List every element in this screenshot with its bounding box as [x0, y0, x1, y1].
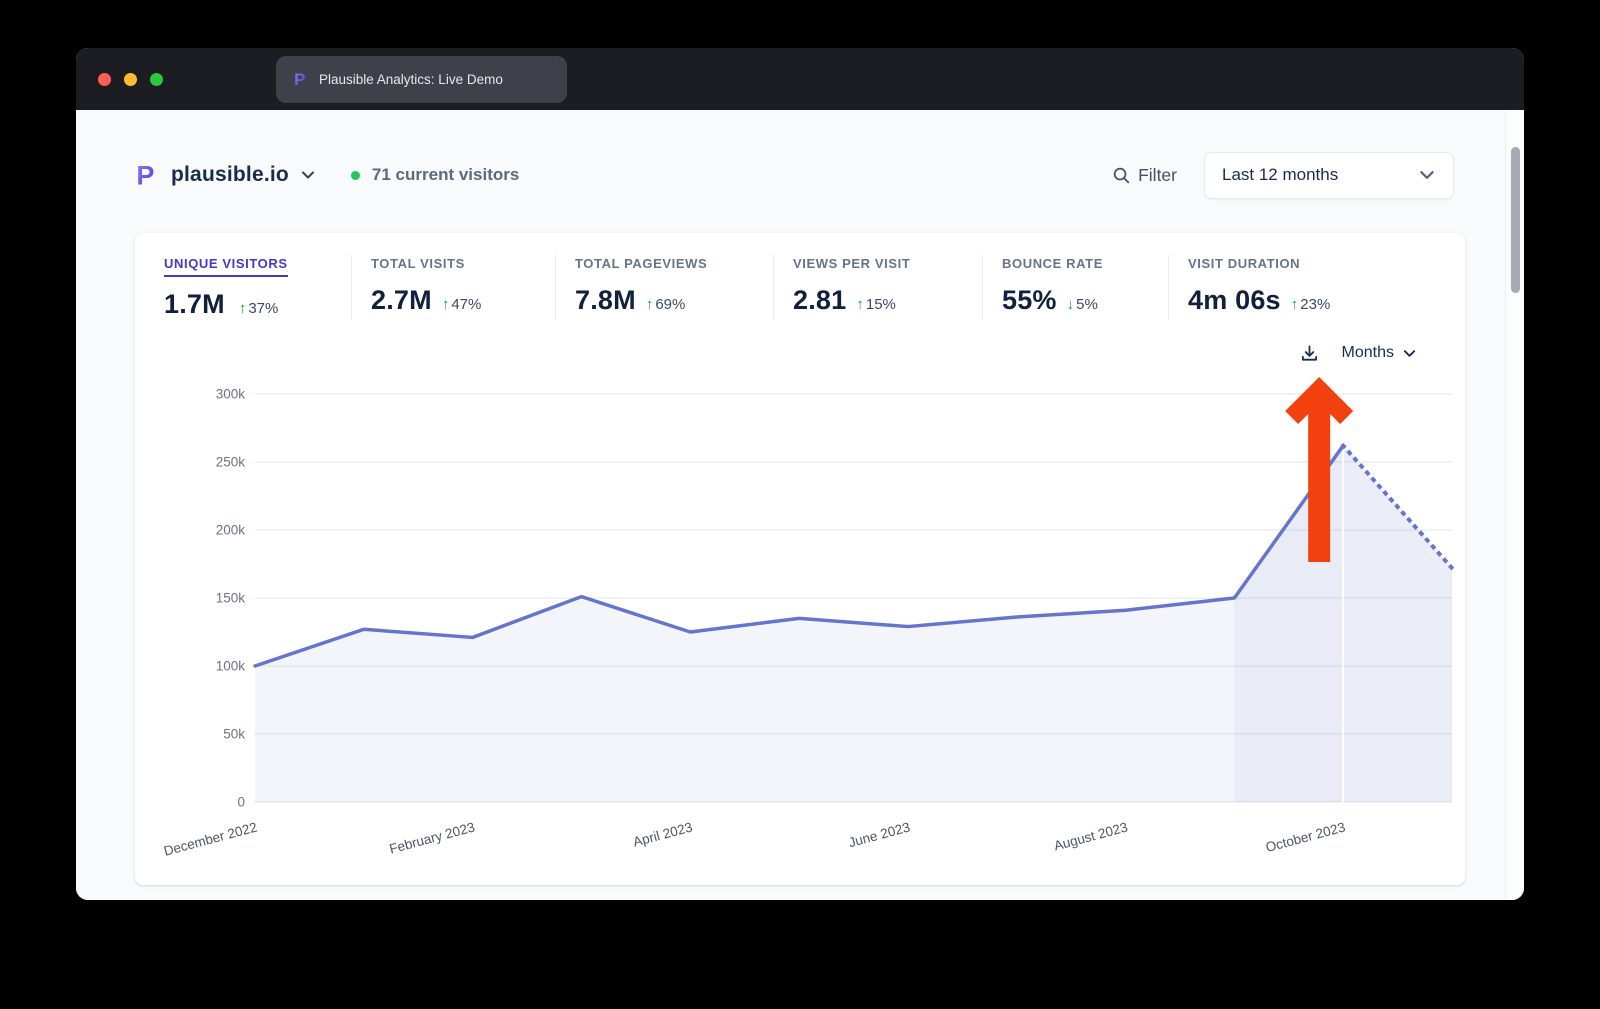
chevron-down-icon [1402, 346, 1417, 361]
stat-total-visits[interactable]: TOTAL VISITS 2.7M ↑ 47% [351, 255, 555, 320]
traffic-lights [98, 73, 163, 86]
y-axis-tick-label: 50k [223, 727, 245, 742]
filter-button[interactable]: Filter [1112, 165, 1177, 186]
red-up-arrow-annotation [1285, 377, 1354, 562]
stat-change: ↑ 15% [856, 296, 896, 313]
x-axis-tick-label: June 2023 [847, 819, 912, 850]
close-window-button[interactable] [98, 73, 111, 86]
interval-label: Months [1341, 344, 1394, 361]
stat-label[interactable]: VISIT DURATION [1188, 256, 1301, 271]
browser-titlebar: P Plausible Analytics: Live Demo [76, 48, 1524, 110]
current-visitors-label: 71 current visitors [371, 165, 520, 184]
tab-title: Plausible Analytics: Live Demo [319, 72, 503, 87]
x-axis-tick-label: February 2023 [388, 819, 477, 856]
stat-change: ↑ 69% [645, 296, 686, 313]
visitors-chart-svg: 0 50k 100k 150k 200k 250k 300k December 2022 Feb… [162, 377, 1455, 859]
chevron-down-icon [1418, 166, 1436, 184]
stat-change: ↑ 37% [238, 300, 279, 317]
stat-value: 2.7M [371, 285, 432, 315]
stat-bounce-rate[interactable]: BOUNCE RATE 55% ↓ 5% [982, 255, 1168, 320]
stat-total-pageviews[interactable]: TOTAL PAGEVIEWS 7.8M ↑ 69% [555, 255, 773, 320]
svg-text:P: P [136, 162, 154, 189]
stat-value: 2.81 [793, 285, 847, 315]
stat-visit-duration[interactable]: VISIT DURATION 4m 06s ↑ 23% [1168, 255, 1330, 320]
y-axis-tick-label: 200k [216, 523, 246, 538]
svg-text:P: P [294, 71, 305, 88]
x-axis-tick-label: October 2023 [1264, 819, 1347, 855]
minimize-window-button[interactable] [124, 73, 137, 86]
plausible-logo-icon: P [133, 162, 160, 189]
stat-views-per-visit[interactable]: VIEWS PER VISIT 2.81 ↑ 15% [773, 255, 982, 320]
x-axis-tick-label: August 2023 [1052, 819, 1129, 853]
top-stats-row: UNIQUE VISITORS 1.7M ↑ 37% TOTAL VISITS 2… [135, 233, 1465, 320]
browser-tab[interactable]: P Plausible Analytics: Live Demo [276, 56, 567, 103]
site-switcher[interactable]: P plausible.io [133, 162, 316, 189]
header-controls: Filter Last 12 months [1112, 151, 1454, 199]
live-dot-icon [350, 170, 360, 180]
page-viewport: P plausible.io 71 current visitors [76, 110, 1524, 900]
search-icon [1112, 166, 1131, 185]
visitors-chart[interactable]: 0 50k 100k 150k 200k 250k 300k December 2022 Feb… [159, 374, 1457, 879]
stat-change: ↑ 47% [441, 296, 482, 313]
analytics-card: UNIQUE VISITORS 1.7M ↑ 37% TOTAL VISITS 2… [135, 233, 1465, 885]
download-export-button[interactable] [1300, 344, 1319, 363]
y-axis-tick-label: 300k [216, 387, 246, 402]
up-arrow-icon: ↑ [441, 296, 450, 313]
browser-window: P Plausible Analytics: Live Demo [76, 48, 1524, 900]
scrollbar-thumb[interactable] [1511, 147, 1520, 293]
stat-unique-visitors[interactable]: UNIQUE VISITORS 1.7M ↑ 37% [164, 255, 351, 320]
down-arrow-icon: ↓ [1066, 296, 1075, 313]
dashboard-header: P plausible.io 71 current visitors [133, 150, 1454, 200]
stat-label[interactable]: BOUNCE RATE [1002, 256, 1103, 271]
x-axis-tick-label: April 2023 [631, 819, 694, 849]
download-icon [1301, 344, 1317, 361]
stat-label[interactable]: UNIQUE VISITORS [164, 256, 288, 277]
interval-select[interactable]: Months [1342, 344, 1417, 362]
y-axis-tick-label: 100k [216, 659, 246, 674]
current-visitors[interactable]: 71 current visitors [350, 165, 520, 185]
up-arrow-icon: ↑ [645, 296, 654, 313]
scrollbar-track [1505, 110, 1524, 900]
date-range-select[interactable]: Last 12 months [1204, 151, 1454, 199]
stat-change: ↓ 5% [1066, 296, 1098, 313]
stat-value: 1.7M [164, 289, 225, 319]
zoom-window-button[interactable] [150, 73, 163, 86]
stat-label[interactable]: TOTAL PAGEVIEWS [575, 256, 708, 271]
y-axis-tick-label: 0 [237, 795, 245, 810]
chart-controls-row: Months [135, 340, 1465, 366]
plausible-favicon-icon: P [292, 71, 309, 88]
stat-value: 4m 06s [1188, 285, 1281, 315]
stat-label[interactable]: TOTAL VISITS [371, 256, 465, 271]
y-axis-tick-label: 150k [216, 591, 246, 606]
stat-change: ↑ 23% [1290, 296, 1331, 313]
up-arrow-icon: ↑ [1290, 296, 1299, 313]
up-arrow-icon: ↑ [856, 296, 864, 313]
up-arrow-icon: ↑ [238, 300, 247, 317]
site-name: plausible.io [171, 163, 289, 186]
chevron-down-icon [300, 167, 316, 183]
y-axis-tick-label: 250k [216, 455, 246, 470]
filter-label: Filter [1138, 164, 1177, 185]
stat-label[interactable]: VIEWS PER VISIT [793, 256, 911, 271]
date-range-value: Last 12 months [1222, 165, 1339, 184]
stat-value: 55% [1002, 285, 1057, 315]
stat-value: 7.8M [575, 285, 636, 315]
x-axis-tick-label: December 2022 [162, 819, 259, 858]
